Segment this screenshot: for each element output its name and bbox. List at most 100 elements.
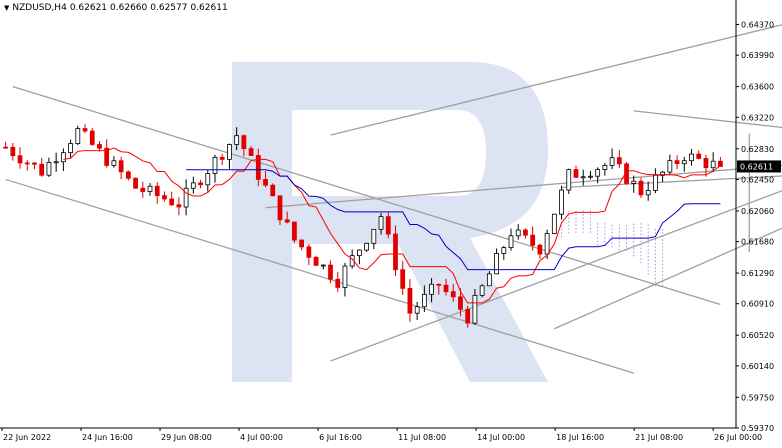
candle-body: [508, 235, 514, 249]
candle-body: [364, 242, 369, 251]
candle-body: [227, 144, 232, 160]
y-tick-label: 0.61290: [741, 269, 774, 278]
candle-body: [674, 160, 680, 165]
candle-body: [24, 162, 30, 165]
candle-body: [234, 135, 240, 145]
candle-body: [638, 180, 644, 196]
candle-body: [530, 234, 536, 246]
trendline: [633, 110, 782, 129]
candle-body: [147, 185, 153, 192]
candle-body: [328, 264, 333, 280]
candle-body: [400, 269, 406, 289]
candle-body: [703, 158, 709, 169]
candle-body: [681, 160, 687, 165]
y-tick-label: 0.62060: [741, 207, 774, 216]
price-label: 0.62611: [740, 162, 773, 171]
candle-body: [616, 157, 622, 165]
candle-body: [313, 256, 319, 266]
candle-body: [198, 182, 203, 186]
candle-body: [342, 265, 348, 288]
candle-body: [645, 190, 651, 196]
candle-body: [631, 180, 637, 184]
symbol-label: NZDUSD,H4: [12, 3, 67, 13]
candle-body: [82, 128, 88, 132]
candle-body: [515, 229, 521, 237]
x-tick-label: 26 Jul 00:00: [714, 433, 762, 442]
y-tick-label: 0.64370: [741, 20, 774, 29]
candle-body: [133, 177, 138, 189]
x-tick-label: 24 Jun 16:00: [82, 433, 133, 442]
candle-body: [17, 155, 23, 164]
tenkan-line: [63, 147, 721, 304]
candle-body: [465, 308, 471, 324]
candle-body: [32, 162, 37, 165]
candle-body: [609, 157, 615, 166]
candle-body: [357, 249, 362, 257]
candlesticks: [3, 124, 723, 328]
ichimoku-cloud: [561, 210, 664, 287]
candle-body: [176, 204, 182, 208]
x-tick-label: 4 Jul 00:00: [240, 433, 283, 442]
candle-body: [111, 160, 117, 166]
candle-body: [140, 187, 146, 192]
candle-body: [385, 216, 391, 235]
candle-body: [472, 294, 478, 324]
x-tick-label: 22 Jun 2022: [3, 433, 51, 442]
y-tick-label: 0.63990: [741, 51, 774, 60]
price-label-box: [737, 160, 781, 173]
candle-body: [183, 187, 189, 208]
candle-body: [689, 153, 694, 162]
candle-body: [241, 135, 247, 150]
candle-body: [559, 189, 564, 215]
trendline: [330, 190, 782, 362]
candle-body: [378, 216, 384, 230]
candle-body: [162, 195, 167, 200]
candle-body: [335, 278, 341, 288]
y-tick-label: 0.60520: [741, 331, 774, 340]
x-tick-label: 6 Jul 16:00: [319, 433, 362, 442]
collapse-triangle-icon[interactable]: ▼: [4, 4, 10, 12]
candle-body: [602, 165, 608, 170]
candle-body: [104, 147, 110, 166]
y-tick-label: 0.59370: [741, 424, 774, 433]
candle-body: [573, 169, 579, 178]
candle-body: [429, 283, 434, 295]
candle-body: [371, 228, 377, 244]
candle-body: [523, 229, 528, 236]
candle-body: [248, 148, 254, 156]
candle-body: [205, 173, 211, 186]
candle-body: [320, 264, 326, 267]
candle-body: [306, 246, 312, 258]
candle-body: [624, 163, 629, 184]
candle-body: [595, 169, 601, 177]
trendline: [554, 227, 782, 330]
candle-body: [212, 156, 218, 174]
candle-body: [292, 221, 297, 241]
candle-body: [89, 130, 95, 145]
candle-body: [660, 171, 666, 176]
candle-body: [284, 219, 290, 223]
kijun-line: [186, 169, 721, 271]
close-value: 0.62611: [190, 3, 228, 13]
candle-body: [443, 284, 449, 293]
candle-body: [414, 306, 420, 314]
candle-body: [653, 174, 658, 191]
candle-body: [494, 253, 499, 275]
high-value: 0.62660: [110, 3, 148, 13]
candle-body: [580, 176, 586, 179]
y-tick-label: 0.63220: [741, 113, 774, 122]
candle-body: [270, 184, 276, 197]
candle-body: [450, 291, 456, 298]
y-tick-label: 0.61680: [741, 238, 774, 247]
x-tick-label: 11 Jul 08:00: [398, 433, 446, 442]
low-value: 0.62577: [150, 3, 188, 13]
candle-body: [421, 293, 427, 308]
candle-body: [10, 146, 16, 157]
candle-body: [501, 247, 507, 254]
y-tick-label: 0.63600: [741, 83, 774, 92]
y-tick-label: 0.60140: [741, 362, 774, 371]
candle-body: [718, 160, 723, 167]
candle-body: [566, 169, 572, 191]
